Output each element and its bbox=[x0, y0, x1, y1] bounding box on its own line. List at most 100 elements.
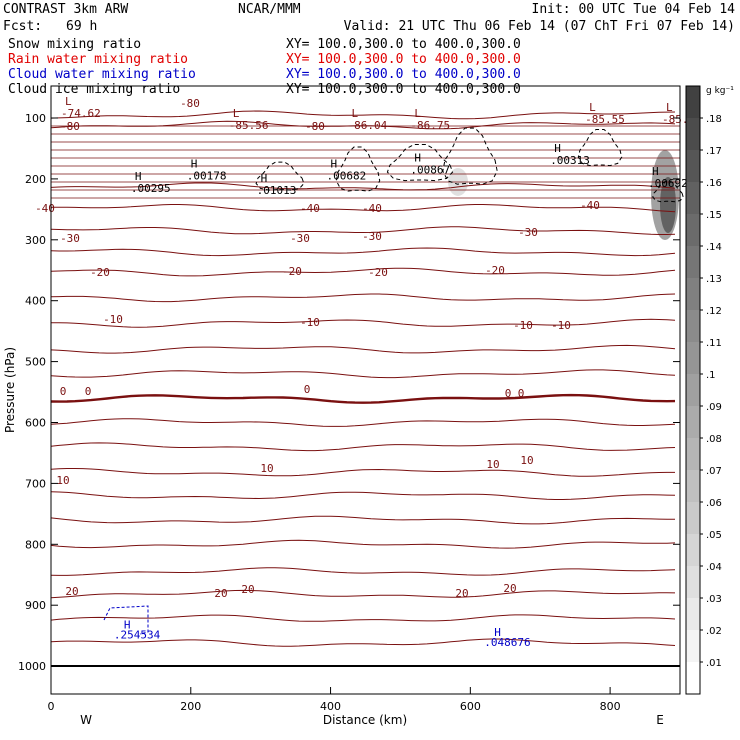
temp-contour-line bbox=[50, 589, 676, 599]
colorbar-tick-label: .14 bbox=[706, 242, 722, 253]
extremum-value: .00867 bbox=[410, 164, 450, 177]
temp-contour-label: 10 bbox=[486, 458, 499, 471]
temp-contour-label: 0 bbox=[85, 385, 92, 398]
colorbar-tick-label: .17 bbox=[706, 146, 722, 157]
colorbar-segment bbox=[686, 150, 700, 182]
temp-contour-label: -30 bbox=[60, 232, 80, 245]
colorbar-tick-label: .05 bbox=[706, 530, 722, 541]
temp-contour-label: -40 bbox=[362, 202, 382, 215]
temp-contour-label: -30 bbox=[290, 232, 310, 245]
colorbar-segment bbox=[686, 118, 700, 150]
extremum-value: .00313 bbox=[550, 154, 590, 167]
cloud-ice-contour bbox=[442, 127, 498, 185]
colorbar: .01 .02 .03 .04 .05 .06 .07 .08 .09 .1 .11 .12 .13 .1… bbox=[685, 85, 722, 695]
colorbar-segment bbox=[686, 630, 700, 662]
field-name-cloud-water: Cloud water mixing ratio bbox=[8, 67, 196, 82]
y-tick-label: 900 bbox=[25, 599, 46, 612]
temp-contour-line bbox=[50, 567, 676, 576]
direction-west: W bbox=[80, 713, 92, 727]
cloud-ice-contour bbox=[652, 181, 684, 203]
header-valid: Valid: 21 UTC Thu 06 Feb 14 (07 ChT Fri … bbox=[344, 19, 735, 34]
header-fcst-value: 69 h bbox=[66, 19, 97, 34]
colorbar-tick-label: .15 bbox=[706, 210, 722, 221]
extremum-value: .00178 bbox=[187, 170, 227, 183]
plot-content: -80 -80 -80 -40 -40 -40 -40 -30 -30 -30 -30 -20 -20 -… bbox=[18, 95, 689, 713]
extremum-marker: L bbox=[666, 101, 673, 114]
y-axis-label: Pressure (hPa) bbox=[3, 347, 17, 433]
colorbar-segment bbox=[686, 470, 700, 502]
cloud-water-extremum-marker: H bbox=[494, 626, 501, 639]
x-tick-label: 600 bbox=[460, 700, 481, 713]
y-tick-label: 600 bbox=[25, 417, 46, 430]
extremum-value: .01013 bbox=[257, 184, 297, 197]
y-tick-label: 1000 bbox=[18, 660, 46, 673]
cloud-ice-contour bbox=[386, 144, 454, 182]
temp-contour-line bbox=[50, 293, 676, 303]
cloud-ice-contour bbox=[577, 129, 623, 167]
y-tick-label: 300 bbox=[25, 234, 46, 247]
temp-contour-line bbox=[50, 418, 676, 427]
extremum-marker: H bbox=[331, 158, 338, 171]
cloud-water-extremum-value: .254534 bbox=[114, 629, 161, 642]
temp-contour-line bbox=[50, 344, 676, 354]
cloud-water-extremum-marker: H bbox=[124, 619, 131, 632]
header-init: Init: 00 UTC Tue 04 Feb 14 bbox=[532, 2, 736, 17]
temp-contour-label: 0 bbox=[304, 383, 311, 396]
colorbar-segment bbox=[686, 374, 700, 406]
extremum-marker: H bbox=[191, 158, 198, 171]
x-tick-label: 200 bbox=[180, 700, 201, 713]
x-tick-label: 800 bbox=[600, 700, 621, 713]
colorbar-unit: g kg⁻¹ bbox=[706, 86, 734, 96]
colorbar-segment bbox=[686, 214, 700, 246]
temp-contour-label: -20 bbox=[485, 264, 505, 277]
field-name-rain: Rain water mixing ratio bbox=[8, 52, 188, 67]
temp-contour-label: -20 bbox=[90, 266, 110, 279]
extremum-marker: H bbox=[652, 165, 659, 178]
temp-contour-label: 0 bbox=[60, 385, 67, 398]
cloud-ice-contour bbox=[335, 146, 381, 192]
field-xy-cloud-water: XY= 100.0,300.0 to 400.0,300.0 bbox=[286, 67, 521, 82]
temp-contour-line bbox=[50, 226, 676, 235]
temp-contour-line bbox=[50, 491, 676, 500]
temp-contour-line bbox=[50, 369, 676, 379]
temp-contour-line bbox=[50, 468, 675, 477]
temp-contour-line bbox=[50, 515, 675, 525]
colorbar-segment bbox=[686, 86, 700, 118]
extremum-marker: L bbox=[414, 107, 421, 120]
cloud-ice-contour bbox=[255, 161, 305, 191]
colorbar-segment bbox=[686, 310, 700, 342]
extremum-marker: H bbox=[554, 142, 561, 155]
colorbar-segment bbox=[686, 246, 700, 278]
colorbar-tick-label: .06 bbox=[706, 498, 722, 509]
colorbar-segment bbox=[686, 438, 700, 470]
colorbar-segment bbox=[686, 598, 700, 630]
extremum-value: -85. bbox=[662, 113, 689, 126]
colorbar-tick-label: .02 bbox=[706, 626, 722, 637]
header-center: NCAR/MMM bbox=[238, 2, 301, 17]
x-axis-label: Distance (km) bbox=[323, 713, 407, 727]
extremum-value: -86.75 bbox=[410, 119, 450, 132]
colorbar-segment bbox=[686, 566, 700, 598]
temp-contour-line bbox=[51, 204, 676, 213]
colorbar-tick-label: .11 bbox=[706, 338, 722, 349]
temp-contour-label: -40 bbox=[300, 202, 320, 215]
extremum-value: .00682 bbox=[327, 170, 367, 183]
colorbar-segment bbox=[686, 662, 700, 694]
temp-contour-label: -30 bbox=[362, 230, 382, 243]
temp-contour-label: -20 bbox=[282, 265, 302, 278]
colorbar-tick-label: .03 bbox=[706, 594, 722, 605]
field-name-cloud-ice: Cloud ice mixing ratio bbox=[8, 82, 180, 97]
temp-contour-label: 0 bbox=[505, 387, 512, 400]
temp-contour-line bbox=[50, 110, 676, 120]
temp-contour-label: -10 bbox=[513, 319, 533, 332]
plot-frame bbox=[50, 85, 681, 695]
temp-contour-line bbox=[51, 318, 676, 328]
extremum-value: -85.55 bbox=[585, 113, 625, 126]
extremum-marker: L bbox=[352, 107, 359, 120]
colorbar-segment bbox=[686, 406, 700, 438]
field-xy-cloud-ice: XY= 100.0,300.0 to 400.0,300.0 bbox=[286, 82, 521, 97]
temp-contour-label: 20 bbox=[241, 583, 254, 596]
colorbar-segment bbox=[686, 534, 700, 566]
temp-contour-label: -40 bbox=[580, 199, 600, 212]
